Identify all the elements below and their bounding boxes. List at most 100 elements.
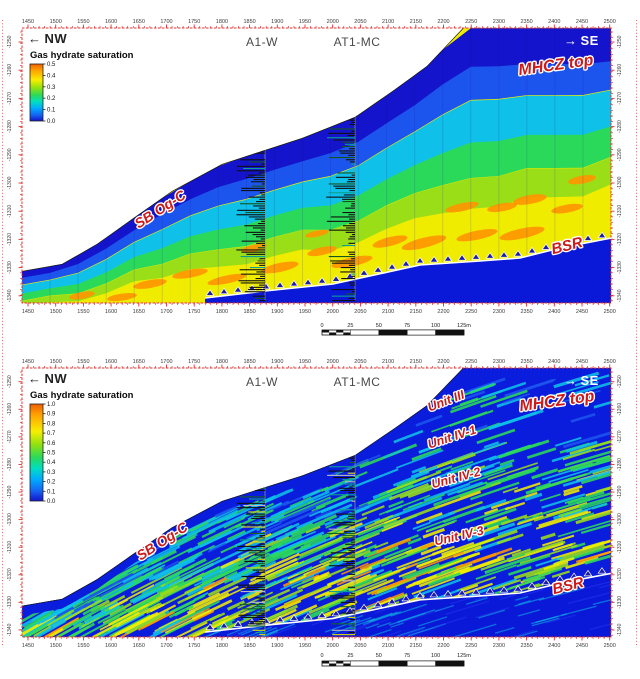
x-tick-label: 2200 xyxy=(437,19,449,25)
depth-tick-label: -1290 xyxy=(7,148,13,161)
colorbar-tick-label: 0.9 xyxy=(47,412,56,418)
right-arrow-icon: → xyxy=(564,33,578,48)
x-tick-label: 1450 xyxy=(22,359,34,365)
scale-bar-label: 25 xyxy=(347,653,353,659)
legend-title-2: Gas hydrate saturation xyxy=(30,390,134,401)
nw-direction-label: ← NW xyxy=(28,31,68,46)
colorbar-tick-label: 0.2 xyxy=(47,96,56,102)
scale-bar-label: 25 xyxy=(347,323,353,329)
colorbar-tick-label: 0.6 xyxy=(47,441,56,447)
x-tick-label: 1700 xyxy=(160,359,172,365)
colorbar-tick-label: 0.0 xyxy=(47,119,56,125)
x-tick-label: 1600 xyxy=(105,19,117,25)
x-tick-label: 1550 xyxy=(77,643,89,649)
colorbar-tick-label: 0.2 xyxy=(47,480,56,486)
colorbar-tick-label: 0.3 xyxy=(47,470,56,476)
x-tick-label: 1950 xyxy=(299,19,311,25)
depth-tick-label: -1270 xyxy=(617,430,623,443)
depth-tick-label: -1340 xyxy=(617,623,623,636)
x-tick-label: 2100 xyxy=(382,19,394,25)
depth-tick-label: -1300 xyxy=(7,513,13,526)
x-tick-label: 2150 xyxy=(410,19,422,25)
x-tick-label: 1700 xyxy=(160,309,172,315)
x-tick-label: 1900 xyxy=(271,643,283,649)
depth-tick-label: -1320 xyxy=(617,568,623,581)
x-tick-label: 2150 xyxy=(410,643,422,649)
x-tick-label: 2050 xyxy=(354,359,366,365)
scale-bar-label: 50 xyxy=(376,653,382,659)
x-tick-label: 2450 xyxy=(576,19,588,25)
x-tick-label: 2300 xyxy=(493,643,505,649)
x-tick-label: 2250 xyxy=(465,359,477,365)
x-tick-label: 1600 xyxy=(105,309,117,315)
depth-tick-label: -1290 xyxy=(617,485,623,498)
colorbar-tick-label: 0.4 xyxy=(47,460,56,466)
x-tick-label: 2400 xyxy=(548,643,560,649)
x-tick-label: 2500 xyxy=(604,359,616,365)
x-tick-label: 1750 xyxy=(188,359,200,365)
depth-tick-label: -1270 xyxy=(7,430,13,443)
colorbar-2: 1.0 0.9 0.8 0.7 0.6 0.5 0.4 0.3 0.2 0.1 0.0 xyxy=(29,402,56,505)
depth-tick-label: -1340 xyxy=(617,289,623,302)
depth-tick-label: -1340 xyxy=(7,623,13,636)
x-tick-label: 1900 xyxy=(271,309,283,315)
x-tick-label: 1700 xyxy=(160,19,172,25)
depth-tick-label: -1310 xyxy=(617,205,623,218)
depth-tick-label: -1340 xyxy=(7,289,13,302)
depth-tick-label: -1290 xyxy=(7,485,13,498)
depth-tick-label: -1270 xyxy=(7,92,13,105)
x-tick-label: 1800 xyxy=(216,19,228,25)
x-tick-label: 1500 xyxy=(50,309,62,315)
scale-bar-label: 125m xyxy=(457,323,471,329)
depth-tick-label: -1320 xyxy=(7,233,13,246)
x-tick-label: 2100 xyxy=(382,309,394,315)
colorbar-tick-label: 0.5 xyxy=(47,62,56,68)
x-tick-label: 1650 xyxy=(133,19,145,25)
x-tick-label: 2450 xyxy=(576,309,588,315)
se-direction-label: → SE xyxy=(564,33,599,48)
well-label-at1mc: AT1-MC xyxy=(333,35,381,49)
x-tick-label: 2300 xyxy=(493,359,505,365)
x-tick-label: 1700 xyxy=(160,643,172,649)
x-tick-label: 1800 xyxy=(216,309,228,315)
x-tick-label: 1600 xyxy=(105,643,117,649)
x-tick-label: 2350 xyxy=(520,359,532,365)
colorbar-tick-label: 0.1 xyxy=(47,489,56,495)
x-tick-label: 1500 xyxy=(50,643,62,649)
colorbar-tick-label: 0.8 xyxy=(47,421,56,427)
x-tick-label: 1950 xyxy=(299,309,311,315)
x-tick-label: 2300 xyxy=(493,309,505,315)
x-tick-label: 2300 xyxy=(493,19,505,25)
nw-direction-label-2: ← NW xyxy=(28,371,68,386)
x-tick-label: 1850 xyxy=(243,643,255,649)
x-tick-label: 2000 xyxy=(327,359,339,365)
depth-tick-label: -1300 xyxy=(617,513,623,526)
depth-tick-label: -1260 xyxy=(7,64,13,77)
x-tick-label: 1650 xyxy=(133,359,145,365)
colorbar-tick-label: 0.0 xyxy=(47,499,56,505)
x-tick-label: 2100 xyxy=(382,643,394,649)
x-tick-label: 1850 xyxy=(243,19,255,25)
depth-tick-label: -1250 xyxy=(7,375,13,388)
colorbar-tick-label: 0.7 xyxy=(47,431,56,437)
x-tick-label: 2150 xyxy=(410,309,422,315)
scale-bar-label: 50 xyxy=(376,323,382,329)
x-tick-label: 2400 xyxy=(548,309,560,315)
x-tick-label: 2500 xyxy=(604,309,616,315)
x-tick-label: 2150 xyxy=(410,359,422,365)
x-tick-label: 1500 xyxy=(50,359,62,365)
x-tick-label: 2200 xyxy=(437,643,449,649)
x-tick-label: 1450 xyxy=(22,309,34,315)
x-tick-label: 2450 xyxy=(576,359,588,365)
x-tick-label: 2050 xyxy=(354,643,366,649)
legend-title: Gas hydrate saturation xyxy=(30,50,134,61)
x-tick-label: 1500 xyxy=(50,19,62,25)
depth-tick-label: -1330 xyxy=(7,596,13,609)
scale-bar-label: 100 xyxy=(431,323,440,329)
scale-bar-label: 125m xyxy=(457,653,471,659)
depth-tick-label: -1330 xyxy=(617,261,623,274)
scale-bar-label: 100 xyxy=(431,653,440,659)
depth-tick-label: -1250 xyxy=(7,35,13,48)
well-label-at1mc-2: AT1-MC xyxy=(333,375,381,389)
